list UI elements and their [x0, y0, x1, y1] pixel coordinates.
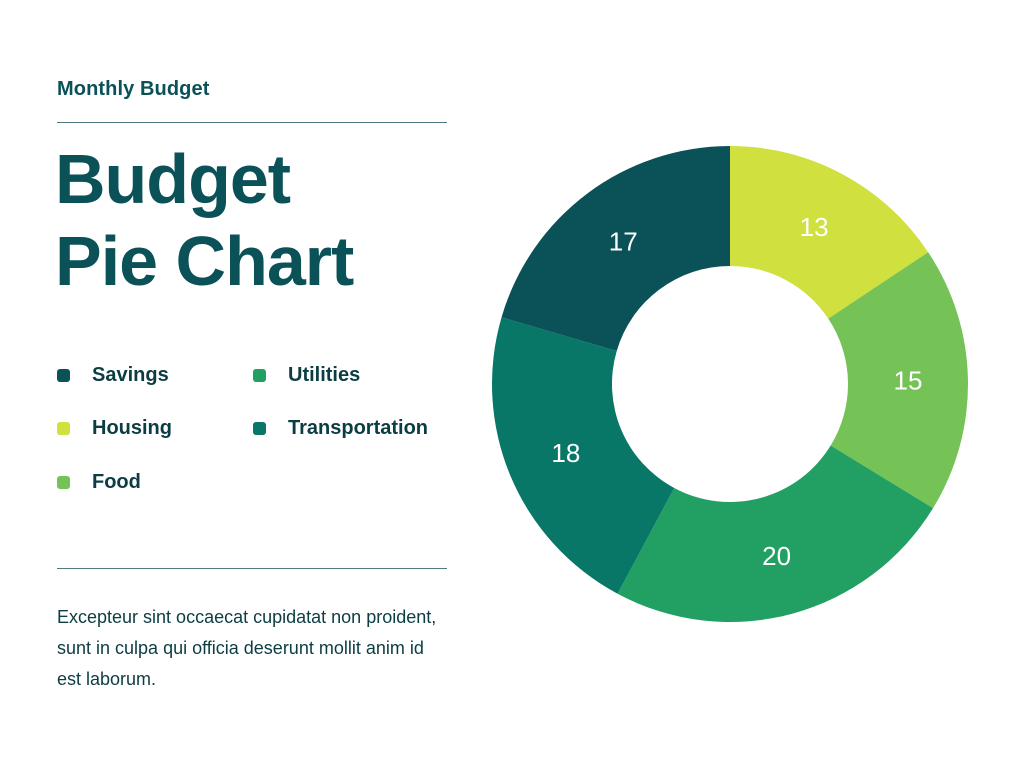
slice-food — [828, 252, 969, 509]
legend-item-food: Food — [57, 471, 141, 494]
legend-item-savings: Savings — [57, 364, 169, 387]
subtitle: Monthly Budget — [57, 78, 210, 100]
legend-label-utilities: Utilities — [288, 364, 361, 386]
data-label-transportation: 18 — [551, 438, 580, 468]
description-text: Excepteur sint occaecat cupidatat non pr… — [57, 607, 437, 689]
data-label-utilities: 20 — [762, 541, 791, 571]
legend-label-housing: Housing — [92, 417, 172, 439]
legend-label-transportation: Transportation — [288, 417, 429, 439]
legend-item-utilities: Utilities — [253, 364, 360, 387]
slice-savings — [501, 146, 730, 351]
legend-swatch-transportation — [253, 422, 266, 435]
title-line-2: Pie Chart — [55, 222, 354, 300]
donut-chart: 13 15 20 18 17 — [492, 146, 969, 622]
legend-swatch-food — [57, 476, 70, 489]
legend-swatch-savings — [57, 369, 70, 382]
legend-swatch-housing — [57, 422, 70, 435]
slice-utilities — [617, 445, 934, 622]
legend-item-transportation: Transportation — [253, 417, 428, 440]
legend-swatch-utilities — [253, 369, 266, 382]
bottom-divider — [57, 568, 447, 569]
data-label-savings: 17 — [609, 227, 638, 257]
legend-label-savings: Savings — [92, 364, 169, 386]
data-label-food: 15 — [894, 366, 923, 396]
slice-transportation — [492, 317, 675, 594]
data-label-housing: 13 — [800, 212, 829, 242]
legend-item-housing: Housing — [57, 417, 172, 440]
slice-housing — [730, 146, 929, 319]
top-divider — [57, 122, 447, 123]
legend-label-food: Food — [92, 471, 141, 493]
chart-legend: Savings Housing Food Utilities Transport… — [57, 364, 457, 524]
page-title: Budget Pie Chart — [55, 138, 354, 302]
title-line-1: Budget — [55, 140, 291, 218]
